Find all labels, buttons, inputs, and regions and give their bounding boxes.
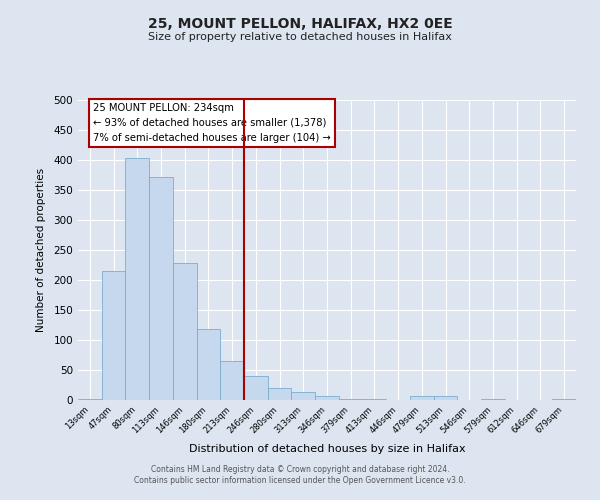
- Bar: [292, 392, 315, 400]
- Bar: [102, 271, 125, 400]
- Bar: [220, 361, 244, 400]
- Bar: [244, 376, 268, 400]
- Bar: [410, 396, 434, 400]
- Bar: [197, 328, 220, 400]
- Bar: [315, 396, 339, 400]
- Bar: [434, 396, 457, 400]
- Text: 25, MOUNT PELLON, HALIFAX, HX2 0EE: 25, MOUNT PELLON, HALIFAX, HX2 0EE: [148, 18, 452, 32]
- Text: Size of property relative to detached houses in Halifax: Size of property relative to detached ho…: [148, 32, 452, 42]
- Text: 25 MOUNT PELLON: 234sqm
← 93% of detached houses are smaller (1,378)
7% of semi-: 25 MOUNT PELLON: 234sqm ← 93% of detache…: [93, 103, 331, 142]
- Text: Contains public sector information licensed under the Open Government Licence v3: Contains public sector information licen…: [134, 476, 466, 485]
- X-axis label: Distribution of detached houses by size in Halifax: Distribution of detached houses by size …: [188, 444, 466, 454]
- Y-axis label: Number of detached properties: Number of detached properties: [37, 168, 46, 332]
- Bar: [268, 388, 292, 400]
- Bar: [173, 262, 197, 400]
- Bar: [149, 178, 173, 400]
- Text: Contains HM Land Registry data © Crown copyright and database right 2024.: Contains HM Land Registry data © Crown c…: [151, 465, 449, 474]
- Bar: [339, 399, 362, 400]
- Bar: [78, 399, 102, 400]
- Bar: [125, 158, 149, 400]
